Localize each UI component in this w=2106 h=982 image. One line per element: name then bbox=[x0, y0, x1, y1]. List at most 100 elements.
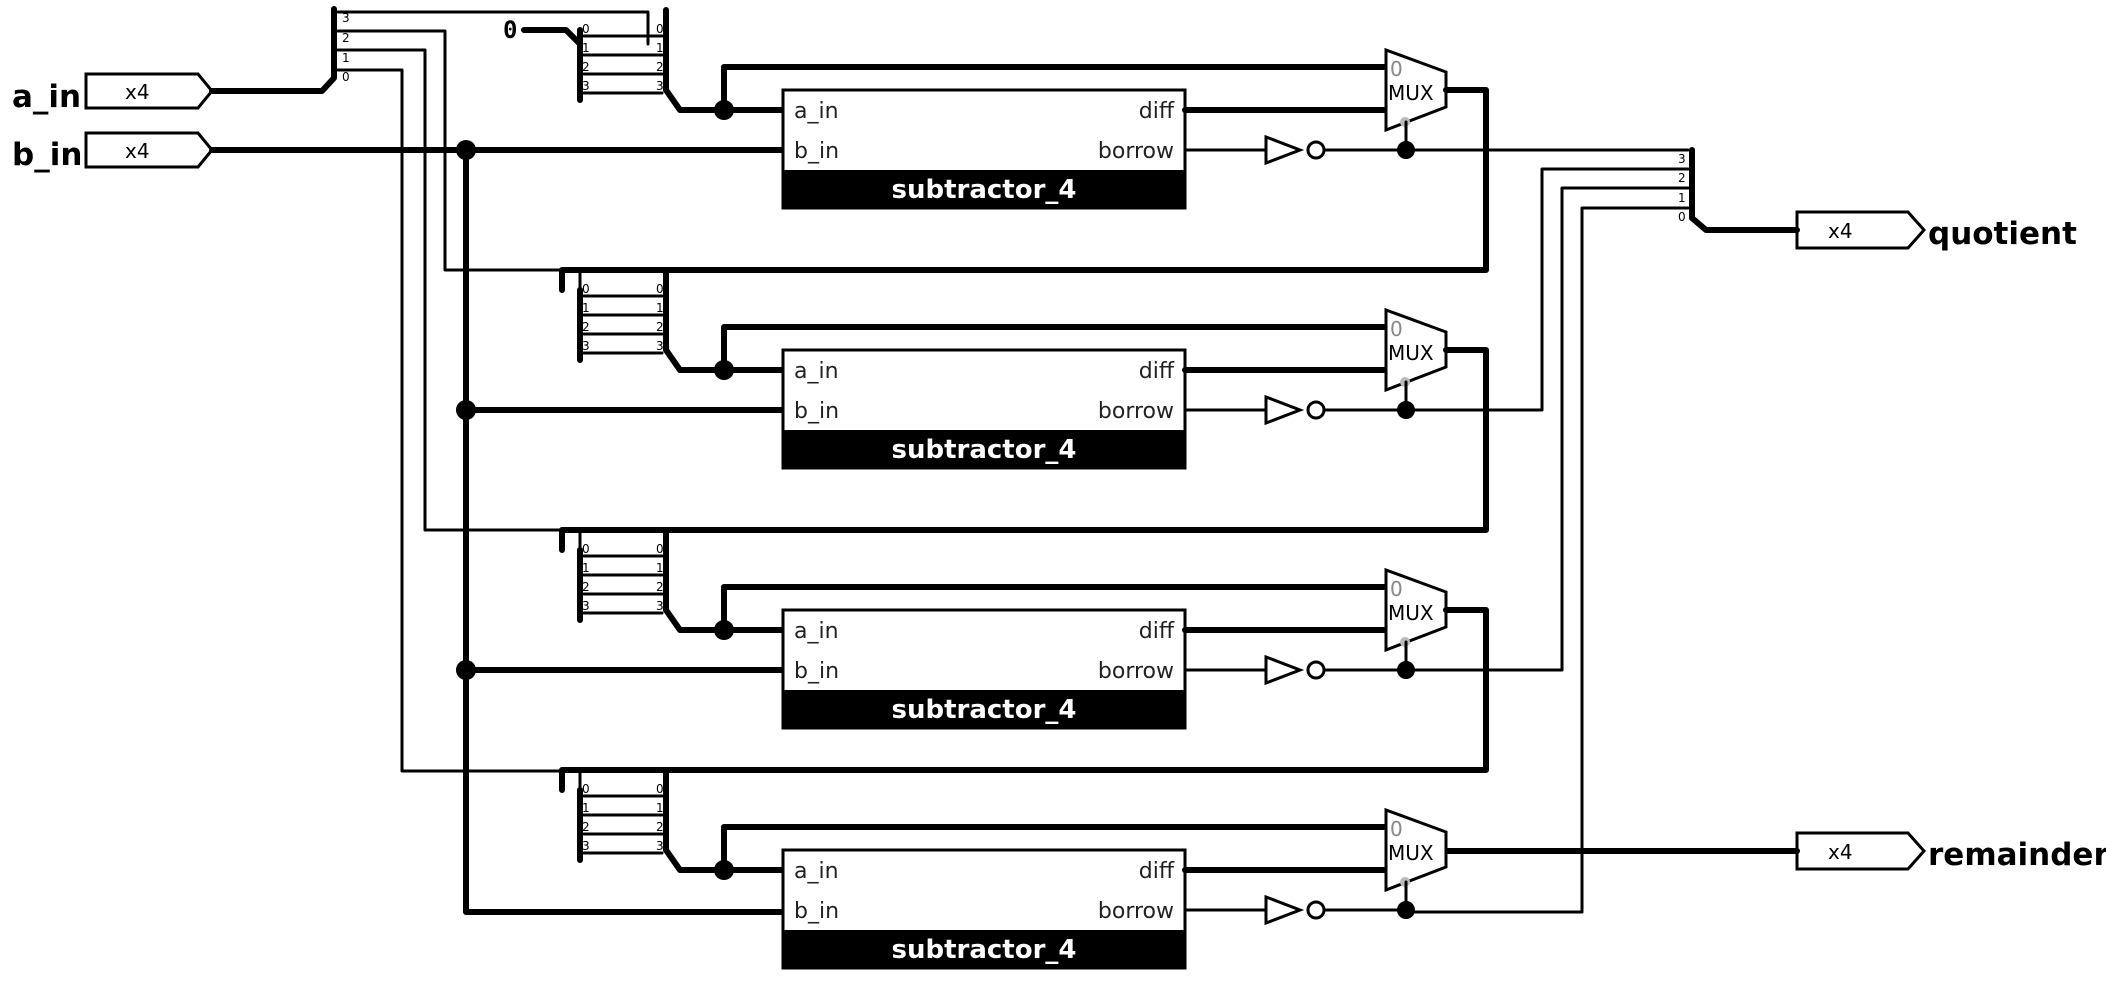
svg-text:2: 2 bbox=[1678, 171, 1686, 185]
mux-body bbox=[1384, 47, 1448, 133]
a-in-label: a_in bbox=[12, 79, 81, 115]
shift-splitter-4: 0 0 1 1 2 2 3 3 bbox=[577, 767, 786, 873]
port-borrow: borrow bbox=[1098, 139, 1174, 164]
constant-wire bbox=[521, 27, 583, 47]
stage-4: 0 01 12 23 3subtractor_4a_inb_indiffborrow0M… bbox=[577, 767, 1448, 970]
shift-bit-right-label: 2 bbox=[656, 820, 664, 834]
shift-bit-right-label: 0 bbox=[656, 22, 664, 36]
shift-bit-left-label: 3 bbox=[582, 79, 590, 93]
shift-bit-right-label: 1 bbox=[656, 801, 664, 815]
remainder-pin-shape bbox=[1795, 831, 1927, 871]
shift-bit-left-label: 1 bbox=[582, 41, 590, 55]
stage-3: 0 01 12 23 3subtractor_4a_inb_indiffborrow0M… bbox=[559, 527, 1489, 793]
mux-zero-label: 0 bbox=[1390, 817, 1403, 841]
subtractor-block-2[interactable]: subtractor_4 a_in b_in diff borrow bbox=[781, 348, 1187, 470]
b-in-label: b_in bbox=[12, 137, 82, 173]
mux-zero-label: 0 bbox=[1390, 317, 1403, 341]
stages: 0 01 12 23 3subtractor_4a_inb_indiffborrow0M… bbox=[559, 7, 1489, 970]
port-b-in: b_in bbox=[794, 659, 839, 684]
port-a-in: a_in bbox=[794, 359, 839, 384]
quotient-splitter: 3 2 1 0 bbox=[1404, 147, 1800, 914]
passthrough-wire bbox=[721, 324, 1387, 373]
not-gate-3[interactable] bbox=[1264, 654, 1326, 686]
subtractor-title: subtractor_4 bbox=[891, 175, 1076, 205]
quotient-label: quotient bbox=[1928, 216, 2077, 252]
subtractor-title-bar bbox=[783, 430, 1185, 468]
b-in-junction-3 bbox=[456, 660, 476, 680]
feedback-wire bbox=[559, 607, 1489, 793]
quotient-bit2-wire bbox=[1404, 167, 1690, 412]
a-in-bus bbox=[209, 6, 337, 94]
quotient-width: x4 bbox=[1828, 219, 1853, 243]
shift-splitter-3: 0 0 1 1 2 2 3 3 bbox=[577, 527, 786, 633]
subtractor-title-bar bbox=[783, 930, 1185, 968]
subtractor-block-3[interactable]: subtractor_4 a_in b_in diff borrow bbox=[781, 608, 1187, 730]
port-b-in: b_in bbox=[794, 899, 839, 924]
shift-bit-left-label: 3 bbox=[582, 599, 590, 613]
shift-bit-left-label: 2 bbox=[582, 580, 590, 594]
output-pin-quotient[interactable]: x4 quotient bbox=[1795, 210, 2077, 252]
port-b-in: b_in bbox=[794, 139, 839, 164]
select-junction bbox=[1397, 401, 1415, 419]
mux-label: MUX bbox=[1388, 81, 1434, 105]
not-gate-4[interactable] bbox=[1264, 894, 1326, 926]
shift-bit-right-label: 0 bbox=[656, 542, 664, 556]
a-bit3-wire bbox=[336, 10, 650, 46]
shift-bit-left-label: 2 bbox=[582, 820, 590, 834]
port-diff: diff bbox=[1139, 859, 1175, 884]
output-pin-remainder[interactable]: x4 remainder bbox=[1795, 831, 2106, 873]
port-diff: diff bbox=[1139, 359, 1175, 384]
mux-zero-label: 0 bbox=[1390, 577, 1403, 601]
mux-body bbox=[1384, 807, 1448, 893]
select-junction bbox=[1397, 901, 1415, 919]
not-gate-bubble bbox=[1306, 900, 1326, 920]
input-pin-b-in[interactable]: b_in x4 bbox=[12, 131, 214, 173]
shift-bit-left-label: 1 bbox=[582, 801, 590, 815]
not-gate-1[interactable] bbox=[1264, 134, 1326, 166]
a-in-width: x4 bbox=[125, 80, 150, 104]
port-b-in: b_in bbox=[794, 399, 839, 424]
quotient-pin-shape bbox=[1795, 210, 1927, 250]
port-diff: diff bbox=[1139, 619, 1175, 644]
shift-bit-right-label: 2 bbox=[656, 580, 664, 594]
shift-bit-right-label: 1 bbox=[656, 301, 664, 315]
mux-label: MUX bbox=[1388, 841, 1434, 865]
shift-bit-left-label: 0 bbox=[582, 22, 590, 36]
shift-bit-left-label: 1 bbox=[582, 561, 590, 575]
shift-bit-left-label: 0 bbox=[582, 282, 590, 296]
b-in-pin-shape bbox=[84, 131, 214, 169]
subtractor-title-bar bbox=[783, 690, 1185, 728]
not-gate-body bbox=[1264, 134, 1305, 166]
port-a-in: a_in bbox=[794, 619, 839, 644]
shift-bit-right-label: 2 bbox=[656, 60, 664, 74]
mux-body bbox=[1384, 567, 1448, 653]
remainder-width: x4 bbox=[1828, 840, 1853, 864]
passthrough-wire bbox=[721, 584, 1387, 633]
quotient-bus bbox=[1689, 147, 1800, 233]
b-in-junction-1 bbox=[456, 140, 476, 160]
svg-text:1: 1 bbox=[1678, 191, 1686, 205]
subtractor-block-4[interactable]: subtractor_4 a_in b_in diff borrow bbox=[781, 848, 1187, 970]
port-borrow: borrow bbox=[1098, 399, 1174, 424]
shift-bit-left-label: 0 bbox=[582, 542, 590, 556]
svg-text:3: 3 bbox=[1678, 152, 1686, 166]
port-borrow: borrow bbox=[1098, 659, 1174, 684]
svg-text:1: 1 bbox=[342, 51, 350, 65]
shift-bit-right-label: 3 bbox=[656, 839, 664, 853]
a-bit0-wire bbox=[336, 68, 582, 794]
select-junction bbox=[1397, 141, 1415, 159]
a-in-splitter: 3 2 1 0 bbox=[209, 6, 650, 794]
subtractor-block-1[interactable]: subtractor_4 a_in b_in diff borrow bbox=[781, 88, 1187, 210]
svg-text:3: 3 bbox=[342, 11, 350, 25]
quotient-bit0-wire bbox=[1404, 206, 1690, 914]
shift-bit-left-label: 3 bbox=[582, 839, 590, 853]
not-gate-2[interactable] bbox=[1264, 394, 1326, 426]
input-pin-a-in[interactable]: a_in x4 bbox=[12, 72, 214, 115]
shift-bit-right-label: 2 bbox=[656, 320, 664, 334]
not-gate-body bbox=[1264, 654, 1305, 686]
remainder-label: remainder bbox=[1928, 837, 2106, 873]
